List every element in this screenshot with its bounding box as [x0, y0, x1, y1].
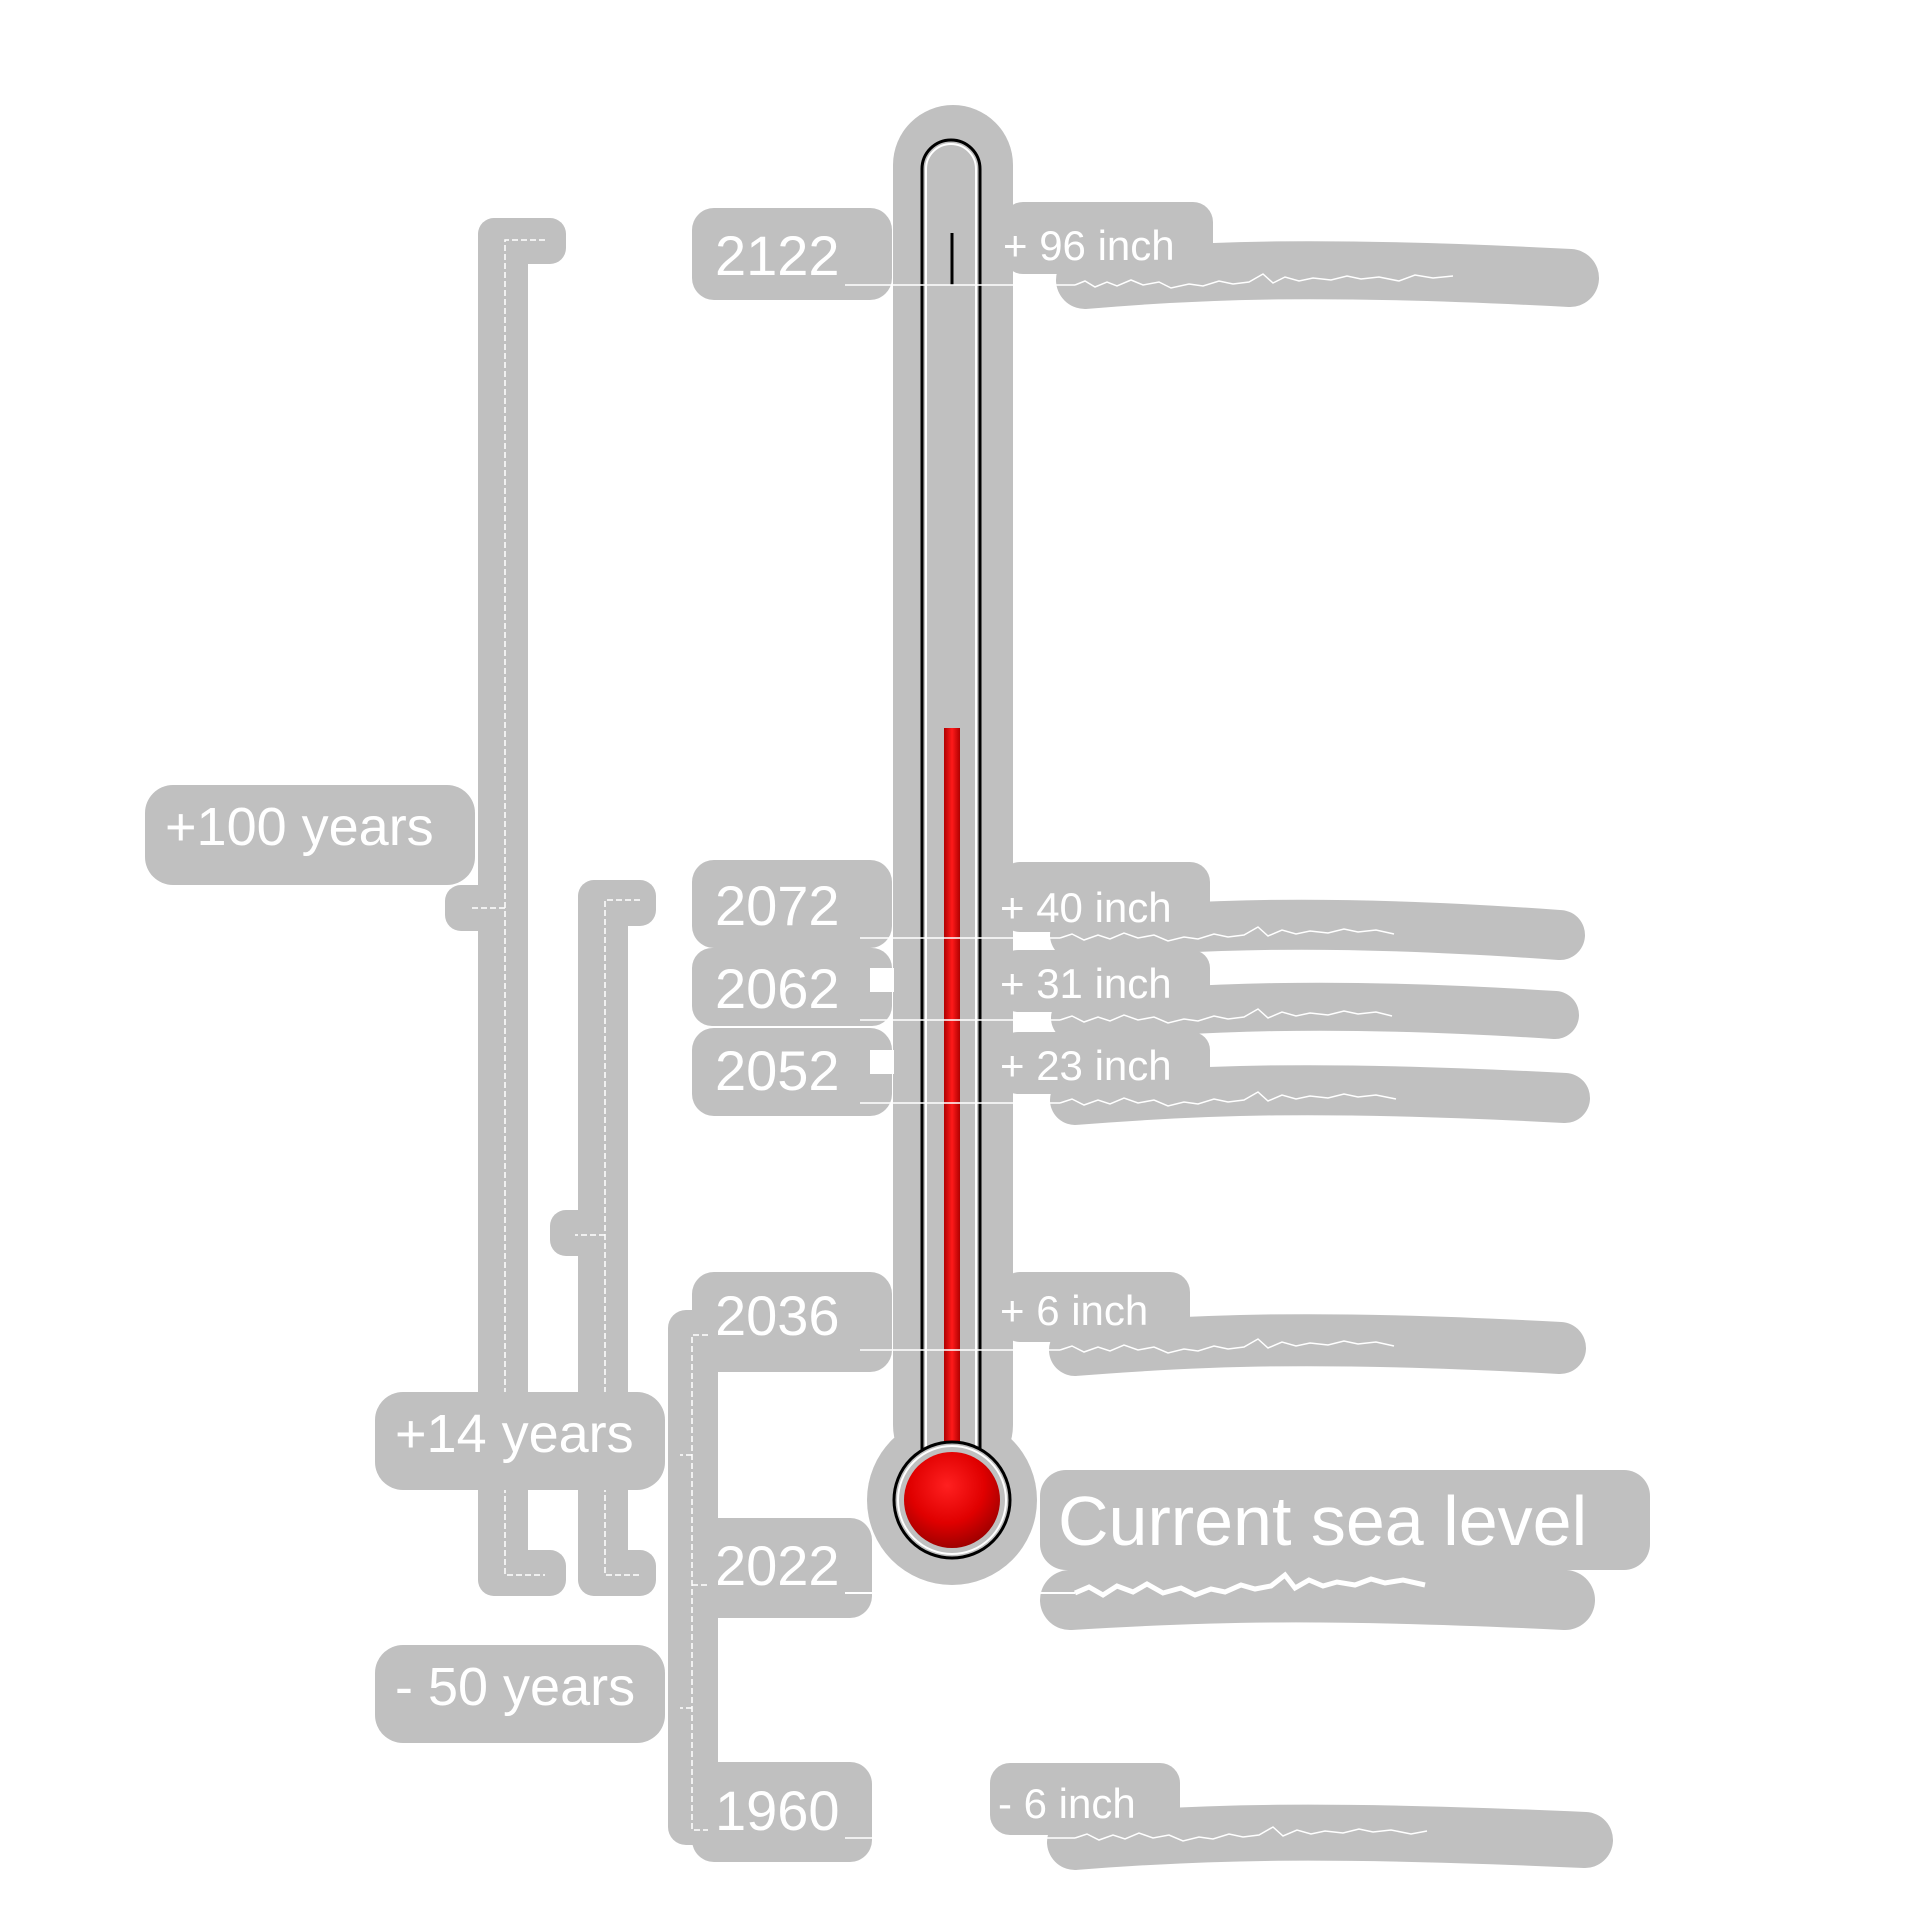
- row-2072: 2072 + 40 inch: [692, 860, 1585, 960]
- rise-label: + 31 inch: [1000, 960, 1172, 1007]
- thermometer: [867, 105, 1037, 1585]
- current-level-wave: [1074, 1571, 1426, 1598]
- tick-marker: [870, 1050, 894, 1074]
- year-label: 2036: [715, 1284, 840, 1347]
- span-label-plus-14: +14 years: [395, 1404, 634, 1464]
- current-sea-level-label: Current sea level: [1058, 1482, 1587, 1560]
- row-2052: 2052 + 23 inch: [692, 1028, 1590, 1125]
- year-label: 1960: [715, 1779, 840, 1842]
- mercury-column: [944, 728, 960, 1488]
- current-sea-level-callout: Current sea level: [1040, 1470, 1650, 1570]
- span-label-minus-50: - 50 years: [395, 1657, 635, 1717]
- year-label: 2022: [715, 1534, 840, 1597]
- rise-label: + 96 inch: [1003, 222, 1175, 269]
- row-2062: 2062 + 31 inch: [692, 948, 1579, 1042]
- tick-marker: [870, 968, 894, 992]
- bracket-plus-14: [604, 899, 640, 1576]
- span-labels: +100 years +14 years - 50 years: [145, 785, 665, 1743]
- row-2036: 2036 + 6 inch: [692, 1272, 1586, 1376]
- span-label-plus-100: +100 years: [165, 797, 434, 857]
- span-brackets: [445, 218, 718, 1845]
- row-2022: 2022: [692, 1518, 1595, 1630]
- rise-label: + 6 inch: [1000, 1287, 1148, 1334]
- year-label: 2072: [715, 874, 840, 937]
- row-1960: 1960 - 6 inch: [692, 1762, 1613, 1870]
- thermometer-bulb: [904, 1452, 1000, 1548]
- row-2122: 2122 + 96 inch: [692, 202, 1599, 309]
- rise-label: + 40 inch: [1000, 884, 1172, 931]
- year-label: 2122: [715, 224, 840, 287]
- year-rows: 2122 + 96 inch 2072 + 40 inch 2062 + 31 …: [692, 202, 1613, 1870]
- year-label: 2052: [715, 1039, 840, 1102]
- rise-label: - 6 inch: [998, 1780, 1136, 1827]
- rise-label: + 23 inch: [1000, 1042, 1172, 1089]
- year-label: 2062: [715, 957, 840, 1020]
- bracket-minus-50: [691, 1334, 708, 1831]
